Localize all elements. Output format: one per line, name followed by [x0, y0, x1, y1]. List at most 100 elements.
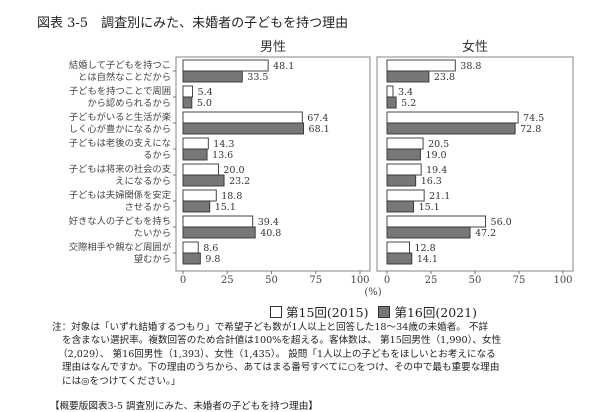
bar-value-label: 5.4	[198, 87, 213, 98]
bar-2021	[386, 122, 516, 135]
bar-2021	[182, 174, 225, 187]
panel-title: 女性	[462, 39, 488, 55]
bar-value-label: 15.1	[419, 202, 440, 213]
bar-value-label: 47.2	[475, 228, 496, 239]
panel-frame	[175, 56, 371, 272]
category-label: 好きな人の子どもを持ち	[69, 215, 171, 227]
note-line: 注：対象は「いずれ結婚するつもり」で希望子ども数が1人以上と回答した18～34歳…	[52, 322, 489, 333]
x-tick-label: 25	[425, 275, 438, 286]
bar-value-label: 48.1	[273, 61, 294, 72]
note-line: （2,029）、 第16回男性（1,393）、女性（1,435）。 設問「1人以…	[58, 348, 496, 360]
unit-label: (%)	[364, 287, 381, 298]
category-label: させるから	[125, 202, 172, 213]
bar-2021	[182, 226, 256, 239]
bar-2021	[182, 70, 243, 83]
bar-2021	[386, 70, 430, 83]
bar-value-label: 38.8	[460, 61, 481, 72]
chart: 男性 0 25 50 75 100 48.1 5.4 67.4 14.3 20.0 18.8 39.4 8…	[69, 39, 574, 298]
bar-value-label: 16.3	[421, 176, 442, 187]
bar-2015	[182, 163, 219, 176]
bar-value-label: 74.5	[523, 113, 544, 124]
bar-2015	[386, 189, 425, 202]
note-line: には◎をつけてください。」	[62, 375, 181, 387]
x-tick-label: 75	[309, 275, 322, 286]
bar-2021	[182, 96, 193, 109]
bar-value-label: 39.4	[258, 217, 279, 228]
notes: 注：対象は「いずれ結婚するつもり」で希望子ども数が1人以上と回答した18～34歳…	[52, 321, 592, 388]
bar-value-label: 40.8	[260, 228, 281, 239]
bar-value-label: 8.6	[203, 243, 218, 254]
bar-value-label: 72.8	[520, 124, 541, 135]
legend-swatch-2021	[378, 305, 391, 318]
category-label: 子どもは将来の社会の支	[69, 163, 171, 175]
chart-title: 図表 3-5 調査別にみた、未婚者の子どもを持つ理由	[37, 16, 349, 31]
bar-2015	[386, 85, 394, 98]
category-label: しく心が豊かになるから	[69, 123, 171, 135]
bar-2015	[386, 137, 424, 150]
bar-2021	[386, 226, 471, 239]
bar-2015	[182, 215, 254, 228]
bar-2021	[386, 200, 415, 213]
category-label: 結婚して子どもを持つこ	[69, 59, 171, 71]
bar-value-label: 20.5	[428, 139, 449, 150]
category-label: から認められるから	[87, 97, 171, 109]
legend-label-2015: 第15回(2015)	[286, 305, 369, 320]
bar-value-label: 20.0	[223, 165, 244, 176]
bar-2015	[182, 85, 194, 98]
bar-value-label: 56.0	[491, 217, 512, 228]
category-label: 子どもがいると生活が楽	[69, 111, 171, 123]
bar-2021	[386, 174, 417, 187]
category-label: 子どもは夫婦関係を安定	[69, 189, 171, 201]
note-line: 理由はなんですか。下の理由のうちから、あてはまる番号すべてに○をつけ、その中で最…	[62, 362, 500, 374]
legend-swatch-2015	[270, 305, 282, 318]
bar-2015	[386, 241, 410, 254]
bar-value-label: 9.8	[205, 254, 220, 265]
category-label: るから	[143, 150, 171, 161]
x-tick-label: 100	[350, 275, 369, 286]
x-tick-label: 25	[221, 275, 234, 286]
legend: 第15回(2015) 第16回(2021)	[270, 302, 477, 321]
x-tick-label: 100	[553, 275, 572, 286]
bar-value-label: 68.1	[309, 124, 330, 135]
panel-title: 男性	[260, 40, 286, 55]
bar-2021	[182, 252, 201, 265]
bar-value-label: 67.4	[307, 113, 328, 124]
bar-value-label: 5.0	[197, 98, 212, 109]
bar-2021	[182, 122, 304, 135]
bar-2015	[386, 163, 422, 176]
bar-value-label: 14.3	[213, 139, 234, 150]
bar-value-label: 18.8	[221, 191, 242, 202]
bar-value-label: 33.5	[247, 72, 268, 83]
bar-value-label: 21.1	[429, 191, 450, 202]
bar-value-label: 19.0	[425, 150, 446, 161]
category-label: 望むから	[134, 253, 171, 265]
source-caption: 【概要版図表3-5 調査別にみた、未婚者の子どもを持つ理由】	[50, 401, 318, 412]
x-tick-label: 0	[384, 275, 390, 286]
bar-value-label: 5.2	[401, 98, 416, 109]
bar-2021	[386, 148, 421, 161]
bar-value-label: 3.4	[398, 87, 413, 98]
bar-2015	[182, 137, 209, 150]
bar-value-label: 12.8	[415, 243, 436, 254]
bar-value-label: 23.2	[229, 176, 250, 187]
bar-2015	[386, 215, 487, 228]
bar-2015	[182, 111, 303, 124]
bar-value-label: 19.4	[426, 165, 447, 176]
category-label: とは自然なことだから	[78, 71, 171, 83]
bar-value-label: 14.1	[417, 254, 438, 265]
note-line: を含まない選択率。複数回答のため合計値は100%を超える。客体数は、 第15回男…	[62, 335, 502, 347]
bar-2015	[182, 189, 217, 202]
bar-2021	[182, 200, 211, 213]
x-tick-label: 0	[180, 275, 186, 286]
x-tick-label: 50	[265, 275, 278, 286]
bar-2021	[386, 252, 413, 265]
category-label: えになるから	[115, 176, 171, 187]
bar-2021	[386, 96, 397, 109]
legend-label-2021: 第16回(2021)	[394, 305, 477, 320]
bar-2015	[182, 59, 269, 72]
category-label: 交際相手や親など周囲が	[69, 241, 172, 253]
x-tick-label: 50	[469, 275, 482, 286]
bar-value-label: 15.1	[215, 202, 236, 213]
category-label: たいから	[134, 228, 171, 239]
category-label: 子どもを持つことで周囲	[69, 85, 171, 97]
